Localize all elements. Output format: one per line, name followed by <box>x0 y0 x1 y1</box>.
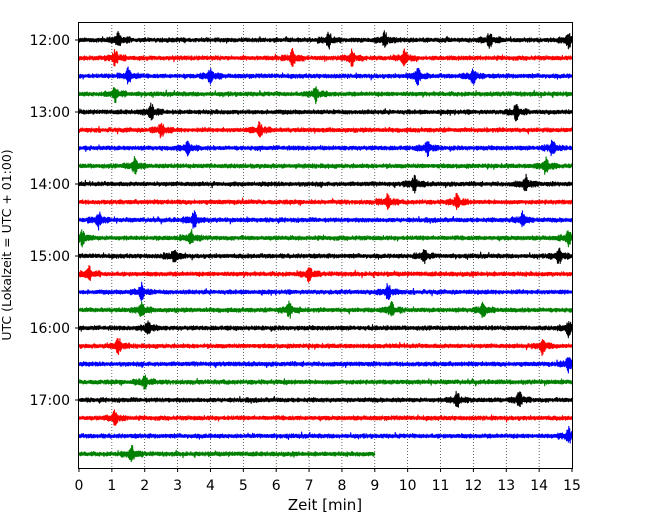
seismic-traces <box>78 30 573 463</box>
x-axis-title: Zeit [min] <box>288 496 362 514</box>
x-tick-label: 2 <box>140 478 149 494</box>
plot-frame <box>78 22 573 469</box>
x-tick-label: 10 <box>399 478 417 494</box>
y-axis-ticks: 12:00 13:00 14:00 15:00 16:00 17:00 <box>30 33 79 409</box>
x-tick-label: 1 <box>107 478 116 494</box>
y-tick-label: 16:00 <box>30 321 70 337</box>
y-tick-label: 17:00 <box>30 393 70 409</box>
x-tick-label: 11 <box>432 478 450 494</box>
x-tick-label: 12 <box>464 478 482 494</box>
x-tick-label: 0 <box>75 478 84 494</box>
x-tick-label: 3 <box>173 478 182 494</box>
y-axis-title: UTC (Lokalzeit = UTC + 01:00) <box>0 149 14 340</box>
x-tick-label: 4 <box>206 478 215 494</box>
x-tick-label: 7 <box>305 478 314 494</box>
y-tick-label: 14:00 <box>30 177 70 193</box>
x-tick-label: 5 <box>239 478 248 494</box>
x-tick-label: 8 <box>337 478 346 494</box>
x-tick-label: 9 <box>370 478 379 494</box>
x-axis-ticks: 0 1 2 3 4 5 6 7 8 9 10 11 12 13 14 15 <box>75 468 581 494</box>
vertical-gridlines <box>111 22 540 468</box>
x-tick-label: 6 <box>272 478 281 494</box>
y-tick-label: 13:00 <box>30 105 70 121</box>
y-tick-label: 15:00 <box>30 249 70 265</box>
x-tick-label: 13 <box>497 478 515 494</box>
x-tick-label: 14 <box>530 478 548 494</box>
x-tick-label: 15 <box>563 478 581 494</box>
y-tick-label: 12:00 <box>30 33 70 49</box>
